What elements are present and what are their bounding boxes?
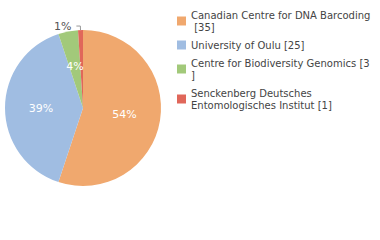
svg-text:Canadian Centre for DNA Barcod: Canadian Centre for DNA Barcoding xyxy=(191,10,370,21)
svg-text:1%: 1% xyxy=(54,20,71,33)
svg-text:Centre for Biodiversity Genomi: Centre for Biodiversity Genomics [3 xyxy=(191,58,370,69)
svg-text:]: ] xyxy=(191,70,195,81)
svg-text:54%: 54% xyxy=(112,108,136,121)
svg-text:Senckenberg Deutsches: Senckenberg Deutsches xyxy=(191,88,315,99)
svg-text:39%: 39% xyxy=(29,102,53,115)
svg-text:Entomologisches Institut [1]: Entomologisches Institut [1] xyxy=(191,100,332,111)
svg-text:University of Oulu [25]: University of Oulu [25] xyxy=(191,40,305,51)
svg-text:4%: 4% xyxy=(66,60,83,73)
svg-text:[35]: [35] xyxy=(191,22,215,33)
